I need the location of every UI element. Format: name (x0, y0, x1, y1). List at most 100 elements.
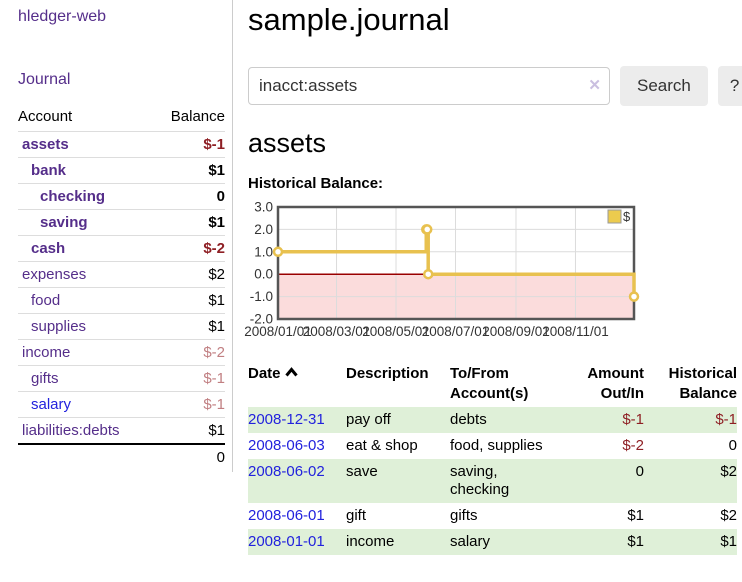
account-balance: $-2 (152, 235, 225, 262)
balance-chart-svg: $3.0 2.0 1.0 0.0 -1.0 -2.02008/01/012008/03/0… (244, 200, 640, 339)
accounts-header-account: Account (18, 108, 73, 125)
transaction-accounts: gifts (450, 507, 478, 524)
tx-header-date[interactable]: Date (248, 361, 346, 407)
transaction-date-link[interactable]: 2008-06-03 (248, 437, 325, 454)
transaction-amount: 0 (635, 463, 644, 480)
accounts-total-row: 0 (18, 443, 225, 470)
account-balance: $2 (152, 261, 225, 288)
transaction-description: gift (346, 507, 367, 524)
transaction-date-link[interactable]: 2008-01-01 (248, 533, 325, 550)
account-balance: $1 (152, 157, 225, 184)
account-balance: $1 (152, 313, 225, 340)
tx-header-accounts[interactable]: To/From Account(s) (450, 365, 529, 402)
svg-text:2.0: 2.0 (254, 222, 273, 237)
account-balance: $1 (152, 417, 225, 444)
historical-balance-chart: $3.0 2.0 1.0 0.0 -1.0 -2.0 2008/01/01 2008/03/0… (244, 197, 742, 343)
account-heading: assets (248, 128, 327, 158)
account-row: assets $-1 (18, 131, 225, 158)
account-row: income $-2 (18, 339, 225, 366)
accounts-total-value: 0 (152, 443, 225, 470)
tx-header-amount[interactable]: Amount Out/In (587, 365, 644, 402)
svg-text:3.0: 3.0 (254, 200, 273, 215)
account-row: gifts $-1 (18, 365, 225, 392)
transaction-amount: $-1 (622, 411, 644, 428)
account-link[interactable]: expenses (22, 266, 87, 283)
tx-header-balance[interactable]: Historical Balance (668, 365, 737, 402)
transaction-description: income (346, 533, 395, 550)
transactions-table: Date Description To/From Account(s) Amou… (248, 361, 737, 555)
search-input[interactable] (248, 67, 610, 105)
account-link[interactable]: assets (22, 136, 69, 153)
svg-text:-2.0: -2.0 (250, 312, 273, 327)
transaction-row: 2008-12-31 pay off debts $-1 $-1 (248, 407, 737, 433)
tx-header-date-label: Date (248, 365, 281, 382)
account-link[interactable]: liabilities:debts (22, 422, 120, 439)
account-row: checking 0 (18, 183, 225, 210)
account-balance: $-1 (152, 391, 225, 418)
account-link[interactable]: salary (31, 396, 72, 413)
search-button[interactable]: Search (620, 66, 708, 106)
clear-search-icon[interactable]: ✕ (588, 77, 601, 94)
chart-label: Historical Balance: (248, 175, 384, 192)
svg-text:2008/11/01: 2008/11/01 (542, 324, 609, 339)
transaction-balance: $-1 (715, 411, 737, 428)
accounts-header-balance: Balance (170, 108, 225, 125)
svg-text:0.0: 0.0 (254, 267, 273, 282)
account-link[interactable]: cash (31, 240, 66, 257)
transaction-row: 2008-06-01 gift gifts $1 $2 (248, 503, 737, 529)
account-link[interactable]: supplies (31, 318, 87, 335)
transaction-amount: $1 (627, 533, 644, 550)
account-row: expenses $2 (18, 261, 225, 288)
help-button[interactable]: ? (717, 66, 742, 106)
account-link[interactable]: bank (31, 162, 67, 179)
transaction-balance: 0 (728, 437, 737, 454)
account-link[interactable]: saving (40, 214, 88, 231)
search-form: ✕ Search ? (248, 66, 742, 106)
svg-text:2008/03/01: 2008/03/01 (303, 324, 371, 339)
accounts-table: Account Balance assets $-1 bank $1 check… (18, 104, 225, 470)
transaction-description: save (346, 463, 378, 480)
transaction-accounts: food, supplies (450, 437, 543, 454)
account-balance: $-1 (152, 131, 225, 158)
account-link[interactable]: checking (40, 188, 106, 205)
transaction-date-link[interactable]: 2008-12-31 (248, 411, 325, 428)
transaction-date-link[interactable]: 2008-06-02 (248, 463, 325, 480)
transaction-row: 2008-06-02 save saving, checking 0 $2 (248, 459, 737, 503)
account-link[interactable]: income (22, 344, 71, 361)
svg-text:-1.0: -1.0 (250, 289, 273, 304)
account-row: liabilities:debts $1 (18, 417, 225, 444)
chevron-up-icon (284, 364, 298, 384)
account-balance: $-1 (152, 365, 225, 392)
transaction-accounts: salary (450, 533, 491, 550)
transaction-row: 2008-01-01 income salary $1 $1 (248, 529, 737, 555)
brand-link[interactable]: hledger-web (18, 8, 107, 25)
account-link[interactable]: food (31, 292, 61, 309)
transaction-row: 2008-06-03 eat & shop food, supplies $-2… (248, 433, 737, 459)
svg-text:2008/07/01: 2008/07/01 (422, 324, 490, 339)
account-balance: $1 (152, 209, 225, 236)
tx-header-description[interactable]: Description (346, 365, 429, 382)
sidebar-item-journal[interactable]: Journal (18, 71, 71, 88)
account-row: cash $-2 (18, 235, 225, 262)
account-row: bank $1 (18, 157, 225, 184)
transaction-date-link[interactable]: 2008-06-01 (248, 507, 325, 524)
account-row: salary $-1 (18, 391, 225, 418)
transaction-accounts: debts (450, 411, 487, 428)
account-link[interactable]: gifts (31, 370, 59, 387)
app-layout: hledger-web Journal Account Balance asse… (0, 0, 742, 555)
account-row: food $1 (18, 287, 225, 314)
svg-text:$: $ (623, 209, 631, 224)
transaction-description: eat & shop (346, 437, 418, 454)
svg-text:2008/09/01: 2008/09/01 (482, 324, 550, 339)
sidebar: hledger-web Journal Account Balance asse… (0, 0, 233, 472)
transaction-amount: $-2 (622, 437, 644, 454)
transaction-amount: $1 (627, 507, 644, 524)
page-title: sample.journal (248, 2, 450, 37)
svg-text:2008/01/01: 2008/01/01 (244, 324, 312, 339)
search-box: ✕ (248, 67, 610, 105)
account-row: saving $1 (18, 209, 225, 236)
main-content: sample.journal ✕ Search ? assets Histori… (233, 0, 742, 555)
transaction-accounts: saving, checking (450, 463, 510, 498)
transaction-balance: $1 (720, 533, 737, 550)
svg-text:1.0: 1.0 (254, 244, 273, 259)
